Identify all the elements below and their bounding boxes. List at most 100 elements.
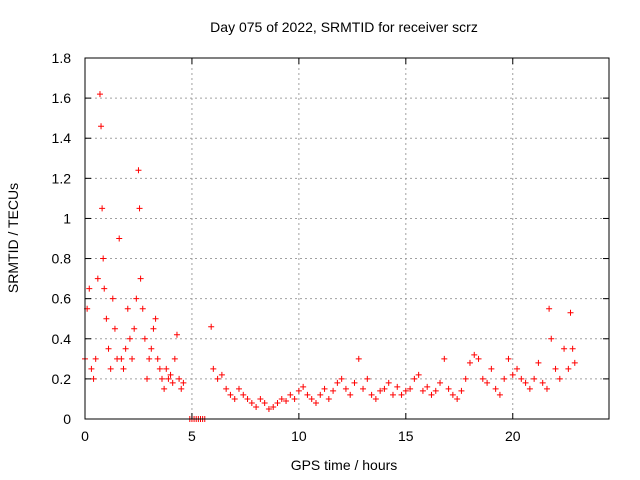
data-point	[389, 391, 396, 398]
data-point	[402, 387, 409, 394]
data-point	[539, 379, 546, 386]
data-point	[514, 365, 521, 372]
data-point	[126, 335, 133, 342]
data-point	[148, 345, 155, 352]
data-point	[471, 351, 478, 358]
data-point	[116, 235, 123, 242]
data-point	[100, 255, 107, 262]
data-point	[270, 403, 277, 410]
data-point	[158, 375, 165, 382]
data-point	[300, 383, 307, 390]
axis-ticks	[84, 57, 609, 420]
data-point	[176, 375, 183, 382]
data-point	[107, 365, 114, 372]
data-point	[240, 391, 247, 398]
data-point	[161, 385, 168, 392]
chart-title: Day 075 of 2022, SRMTID for receiver scr…	[210, 19, 478, 35]
data-point	[139, 305, 146, 312]
data-point	[330, 387, 337, 394]
data-point	[146, 355, 153, 362]
data-point	[96, 91, 103, 98]
data-point	[372, 395, 379, 402]
data-point	[136, 205, 143, 212]
data-point	[90, 375, 97, 382]
data-point	[419, 387, 426, 394]
data-point	[569, 345, 576, 352]
data-point	[531, 375, 538, 382]
data-point	[407, 385, 414, 392]
data-point	[163, 365, 170, 372]
data-point	[312, 399, 319, 406]
data-point	[265, 405, 272, 412]
data-point	[141, 335, 148, 342]
data-point	[111, 325, 118, 332]
y-tick-label: 1.2	[52, 170, 72, 186]
data-point	[484, 379, 491, 386]
grid-lines	[85, 58, 609, 419]
data-point	[253, 403, 260, 410]
data-point	[548, 335, 555, 342]
y-tick-label: 0.8	[52, 251, 72, 267]
data-point	[165, 375, 172, 382]
y-tick-label: 0.4	[52, 331, 72, 347]
data-point	[368, 391, 375, 398]
data-point	[561, 345, 568, 352]
data-point	[278, 395, 285, 402]
data-point	[94, 275, 101, 282]
y-tick-label: 0	[63, 411, 71, 427]
data-point	[129, 355, 136, 362]
data-point	[571, 359, 578, 366]
data-point	[355, 355, 362, 362]
data-point	[137, 275, 144, 282]
data-point	[86, 285, 93, 292]
data-point	[522, 379, 529, 386]
data-point	[325, 395, 332, 402]
data-point	[308, 395, 315, 402]
data-point	[227, 391, 234, 398]
data-point	[218, 371, 225, 378]
data-point	[152, 315, 159, 322]
data-point	[92, 355, 99, 362]
data-point	[424, 383, 431, 390]
data-point	[304, 391, 311, 398]
data-point	[552, 365, 559, 372]
data-point	[156, 365, 163, 372]
data-point	[231, 395, 238, 402]
data-point	[496, 391, 503, 398]
data-point	[492, 385, 499, 392]
data-point	[257, 395, 264, 402]
data-point	[535, 359, 542, 366]
data-point	[543, 385, 550, 392]
x-tick-label: 0	[81, 428, 89, 444]
y-tick-label: 0.6	[52, 291, 72, 307]
data-point	[445, 385, 452, 392]
x-axis-label: GPS time / hours	[291, 457, 398, 473]
data-point	[351, 379, 358, 386]
data-point	[449, 391, 456, 398]
data-point	[178, 385, 185, 392]
data-point	[88, 365, 95, 372]
data-point	[518, 375, 525, 382]
data-point	[360, 385, 367, 392]
data-point	[223, 385, 230, 392]
data-point	[120, 365, 127, 372]
data-point	[556, 375, 563, 382]
data-point	[99, 205, 106, 212]
data-point	[295, 387, 302, 394]
data-point	[173, 331, 180, 338]
data-point	[364, 375, 371, 382]
data-point	[411, 375, 418, 382]
data-point	[428, 391, 435, 398]
y-tick-labels: 0 0.2 0.4 0.6 0.8 1 1.2 1.4 1.6 1.8	[52, 50, 72, 427]
data-point	[394, 383, 401, 390]
data-point	[454, 395, 461, 402]
data-point	[291, 395, 298, 402]
data-point	[274, 399, 281, 406]
y-tick-label: 1.6	[52, 90, 72, 106]
data-point	[131, 325, 138, 332]
data-point	[124, 305, 131, 312]
data-point	[167, 371, 174, 378]
data-point	[105, 345, 112, 352]
data-point	[122, 345, 129, 352]
data-point	[505, 355, 512, 362]
